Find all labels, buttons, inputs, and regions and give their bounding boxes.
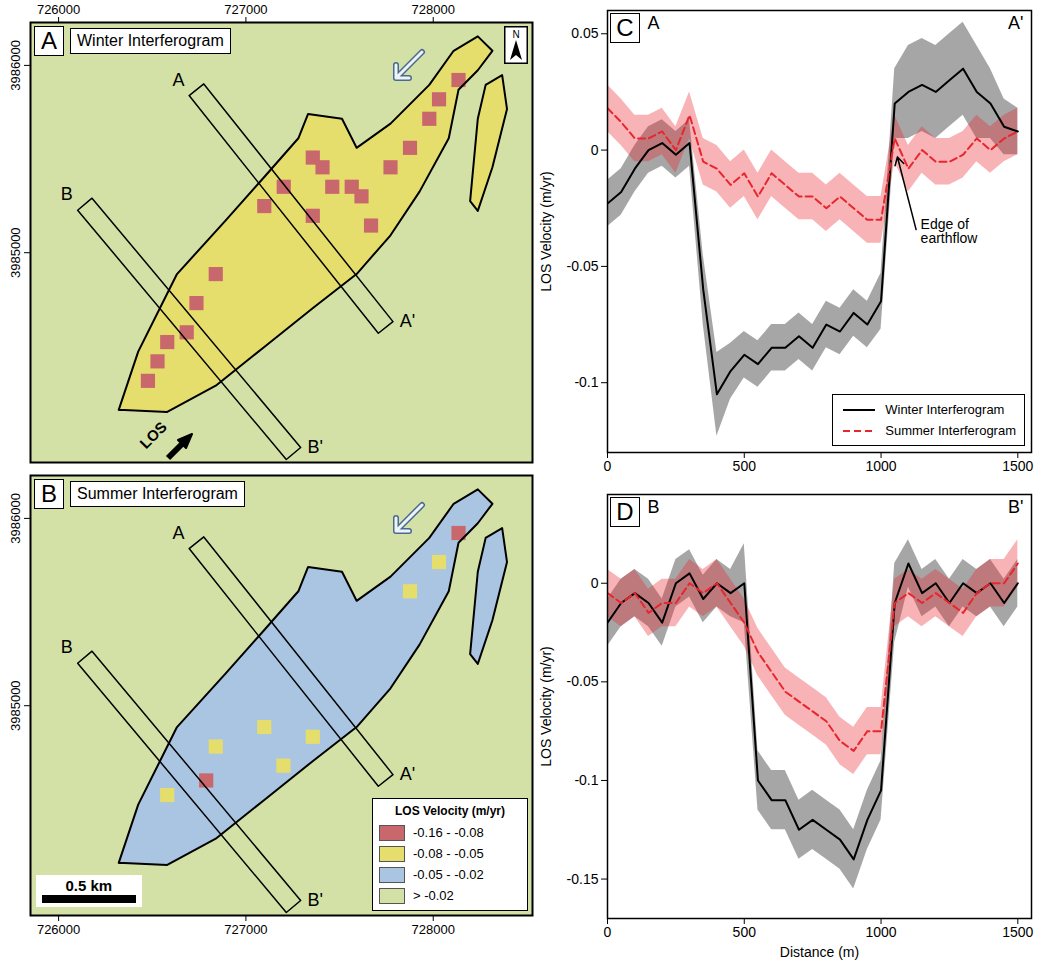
html-text:0.5 km: 0.5 km bbox=[65, 877, 113, 894]
html-text:Summer Interferogram: Summer Interferogram bbox=[885, 423, 1016, 438]
svg-text:-0.1: -0.1 bbox=[574, 374, 598, 390]
html-text:C: C bbox=[616, 14, 634, 41]
svg-text:-0.1: -0.1 bbox=[574, 772, 598, 788]
html-text:> -0.02: > -0.02 bbox=[413, 888, 454, 903]
svg-text:3985000: 3985000 bbox=[8, 227, 23, 278]
html-text:Winter Interferogram: Winter Interferogram bbox=[77, 32, 224, 49]
svg-text:B: B bbox=[61, 184, 73, 204]
html-text:LOS Velocity (m/yr): LOS Velocity (m/yr) bbox=[395, 804, 505, 818]
svg-text:LOS Velocity (m/yr): LOS Velocity (m/yr) bbox=[538, 646, 554, 767]
svg-text:Edge ofearthflow: Edge ofearthflow bbox=[921, 216, 979, 246]
svg-text:726000: 726000 bbox=[37, 922, 80, 937]
svg-text:B: B bbox=[648, 497, 660, 517]
svg-text:0: 0 bbox=[604, 924, 612, 940]
svg-text:-0.05: -0.05 bbox=[567, 258, 599, 274]
svg-text:A': A' bbox=[400, 764, 415, 784]
svg-text:3986000: 3986000 bbox=[8, 493, 23, 544]
svg-text:728000: 728000 bbox=[412, 922, 455, 937]
svg-text:0.05: 0.05 bbox=[571, 25, 598, 41]
html-text:Winter Interferogram: Winter Interferogram bbox=[885, 402, 1005, 417]
svg-text:1500: 1500 bbox=[1002, 924, 1033, 940]
svg-text:LOS: LOS bbox=[136, 418, 170, 452]
svg-text:727000: 727000 bbox=[224, 2, 267, 17]
svg-text:726000: 726000 bbox=[37, 2, 80, 17]
svg-text:B': B' bbox=[1008, 497, 1023, 517]
svg-text:A: A bbox=[172, 70, 184, 90]
svg-text:LOS Velocity (m/yr): LOS Velocity (m/yr) bbox=[538, 171, 554, 292]
svg-text:Distance (m): Distance (m) bbox=[780, 944, 859, 960]
svg-text:3985000: 3985000 bbox=[8, 680, 23, 731]
svg-text:500: 500 bbox=[733, 924, 757, 940]
svg-text:A: A bbox=[172, 523, 184, 543]
html-text:D: D bbox=[616, 498, 634, 525]
svg-text:B: B bbox=[61, 637, 73, 657]
svg-text:1000: 1000 bbox=[865, 924, 896, 940]
html-text:-0.05 - -0.02: -0.05 - -0.02 bbox=[413, 867, 484, 882]
svg-text:0: 0 bbox=[591, 575, 599, 591]
svg-text:1000: 1000 bbox=[865, 458, 896, 474]
svg-text:A': A' bbox=[400, 311, 415, 331]
svg-text:-0.05: -0.05 bbox=[567, 673, 599, 689]
svg-text:500: 500 bbox=[733, 458, 757, 474]
html-text:-0.08 - -0.05: -0.08 - -0.05 bbox=[413, 846, 484, 861]
svg-text:0: 0 bbox=[591, 142, 599, 158]
svg-text:A: A bbox=[648, 13, 660, 33]
svg-text:728000: 728000 bbox=[412, 2, 455, 17]
svg-text:N: N bbox=[512, 29, 519, 40]
svg-text:3986000: 3986000 bbox=[8, 40, 23, 91]
svg-text:1500: 1500 bbox=[1002, 458, 1033, 474]
svg-text:B': B' bbox=[307, 890, 322, 910]
svg-text:0: 0 bbox=[604, 458, 612, 474]
svg-text:A': A' bbox=[1008, 13, 1023, 33]
svg-text:B': B' bbox=[307, 437, 322, 457]
html-text:B: B bbox=[41, 480, 57, 507]
html-text:A: A bbox=[41, 27, 57, 54]
html-text:-0.16 - -0.08: -0.16 - -0.08 bbox=[413, 825, 484, 840]
svg-text:-0.15: -0.15 bbox=[567, 871, 599, 887]
html-text:Summer Interferogram: Summer Interferogram bbox=[77, 485, 238, 502]
svg-text:727000: 727000 bbox=[224, 922, 267, 937]
